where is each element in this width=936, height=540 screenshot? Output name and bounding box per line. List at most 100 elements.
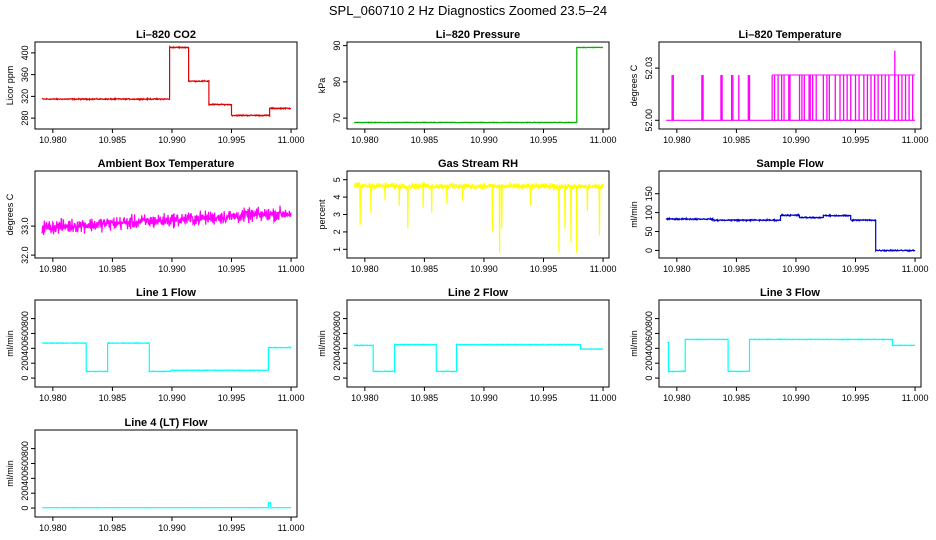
x-tick-label: 11.000 xyxy=(278,135,305,145)
x-tick-label: 10.985 xyxy=(99,264,127,274)
y-tick-label: 80 xyxy=(332,77,342,87)
x-tick-label: 10.980 xyxy=(39,523,67,533)
x-tick-label: 10.980 xyxy=(351,264,379,274)
panel-6: Sample Flow 10.980 10.985 10.990 10.995 11.00… xyxy=(629,158,928,274)
plot-frame xyxy=(658,170,922,259)
y-tick-label: 0 xyxy=(20,506,30,511)
y-axis-label: ml/min xyxy=(629,201,639,228)
y-tick-label: 800 xyxy=(20,311,30,326)
series-group xyxy=(666,337,916,374)
panel-3: Li–820 Temperature 10.980 10.985 10.990 10.9… xyxy=(629,29,928,145)
x-tick-label: 10.990 xyxy=(782,264,810,274)
y-tick-label: 50 xyxy=(644,227,654,237)
y-axis-label: ml/min xyxy=(5,460,15,487)
panel-title: Line 3 Flow xyxy=(760,287,820,299)
y-tick-label: 600 xyxy=(20,326,30,341)
y-tick-label: 600 xyxy=(332,326,342,341)
series-group xyxy=(41,502,291,509)
x-tick-label: 11.000 xyxy=(278,523,305,533)
series-group xyxy=(41,44,292,118)
y-axis-label: degrees C xyxy=(5,193,15,235)
series-group xyxy=(353,343,604,374)
y-tick-label: 0 xyxy=(20,376,30,381)
y-tick-label: 280 xyxy=(20,111,30,126)
panels: Li–820 CO2 10.980 10.985 10.990 10.995 11.000… xyxy=(5,29,928,533)
y-tick-label: 400 xyxy=(332,341,342,356)
panel-8: Line 2 Flow 10.980 10.985 10.990 10.995 11.00… xyxy=(317,287,616,403)
x-tick-label: 10.985 xyxy=(411,264,439,274)
y-axis-label: percent xyxy=(317,199,327,230)
y-tick-label: 4 xyxy=(332,195,342,200)
x-tick-label: 10.985 xyxy=(411,393,439,403)
plot-frame xyxy=(346,299,610,388)
y-tick-label: 800 xyxy=(20,441,30,456)
plot-frame xyxy=(34,170,298,259)
series-line xyxy=(41,341,292,373)
series-line xyxy=(666,337,916,374)
y-tick-label: 200 xyxy=(332,356,342,371)
x-tick-label: 10.990 xyxy=(470,264,498,274)
x-tick-label: 10.995 xyxy=(218,393,246,403)
panel-title: Line 1 Flow xyxy=(136,287,196,299)
series-group xyxy=(353,181,604,253)
panel-title: Sample Flow xyxy=(756,158,824,170)
x-tick-label: 10.985 xyxy=(723,135,751,145)
y-axis-label: ml/min xyxy=(317,330,327,357)
y-tick-label: 400 xyxy=(20,341,30,356)
y-tick-label: 800 xyxy=(644,311,654,326)
series-group xyxy=(353,46,604,124)
x-tick-label: 10.995 xyxy=(218,135,246,145)
panel-title: Line 4 (LT) Flow xyxy=(125,417,208,429)
y-tick-label: 320 xyxy=(20,89,30,104)
x-tick-label: 10.990 xyxy=(782,135,810,145)
panel-1: Li–820 CO2 10.980 10.985 10.990 10.995 11.000… xyxy=(5,29,304,145)
x-tick-label: 10.985 xyxy=(723,393,751,403)
x-tick-label: 10.990 xyxy=(158,264,186,274)
x-tick-label: 11.000 xyxy=(590,135,617,145)
x-tick-label: 10.980 xyxy=(39,264,67,274)
panel-2: Li–820 Pressure 10.980 10.985 10.990 10.995 1… xyxy=(317,29,616,145)
series-group xyxy=(666,50,916,121)
x-tick-label: 10.990 xyxy=(470,393,498,403)
y-tick-label: 52.03 xyxy=(644,57,654,80)
x-tick-label: 10.990 xyxy=(470,135,498,145)
x-tick-label: 10.995 xyxy=(530,393,558,403)
y-tick-label: 3 xyxy=(332,212,342,217)
x-tick-label: 10.985 xyxy=(99,523,127,533)
y-tick-label: 200 xyxy=(644,356,654,371)
y-tick-label: 800 xyxy=(332,311,342,326)
x-tick-label: 10.990 xyxy=(158,523,186,533)
y-tick-label: 1 xyxy=(332,247,342,252)
plot-frame xyxy=(658,299,922,388)
panel-10: Line 4 (LT) Flow 10.980 10.985 10.990 10.995… xyxy=(5,417,304,533)
series-line xyxy=(665,213,916,253)
x-tick-label: 11.000 xyxy=(590,393,617,403)
y-tick-label: 200 xyxy=(20,356,30,371)
series-line xyxy=(41,44,292,118)
series-line xyxy=(353,46,604,124)
x-tick-label: 10.985 xyxy=(99,393,127,403)
plot-frame xyxy=(346,41,610,130)
y-axis-label: ml/min xyxy=(5,330,15,357)
x-tick-label: 10.980 xyxy=(39,393,67,403)
x-tick-label: 11.000 xyxy=(902,264,929,274)
plot-frame xyxy=(34,299,298,388)
y-tick-label: 32.0 xyxy=(20,246,30,264)
y-tick-label: 400 xyxy=(20,45,30,60)
y-tick-label: 52.00 xyxy=(644,109,654,132)
x-tick-label: 10.980 xyxy=(39,135,67,145)
series-line xyxy=(41,502,291,509)
plot-frame xyxy=(658,41,922,130)
panel-title: Ambient Box Temperature xyxy=(98,158,235,170)
y-tick-label: 2 xyxy=(332,229,342,234)
x-tick-label: 10.990 xyxy=(158,393,186,403)
panel-title: Gas Stream RH xyxy=(438,158,518,170)
x-tick-label: 10.980 xyxy=(351,393,379,403)
x-tick-label: 10.995 xyxy=(218,264,246,274)
x-tick-label: 10.995 xyxy=(530,264,558,274)
x-tick-label: 10.990 xyxy=(782,393,810,403)
y-tick-label: 600 xyxy=(20,456,30,471)
x-tick-label: 10.985 xyxy=(723,264,751,274)
panel-5: Gas Stream RH 10.980 10.985 10.990 10.995 11.… xyxy=(317,158,616,274)
